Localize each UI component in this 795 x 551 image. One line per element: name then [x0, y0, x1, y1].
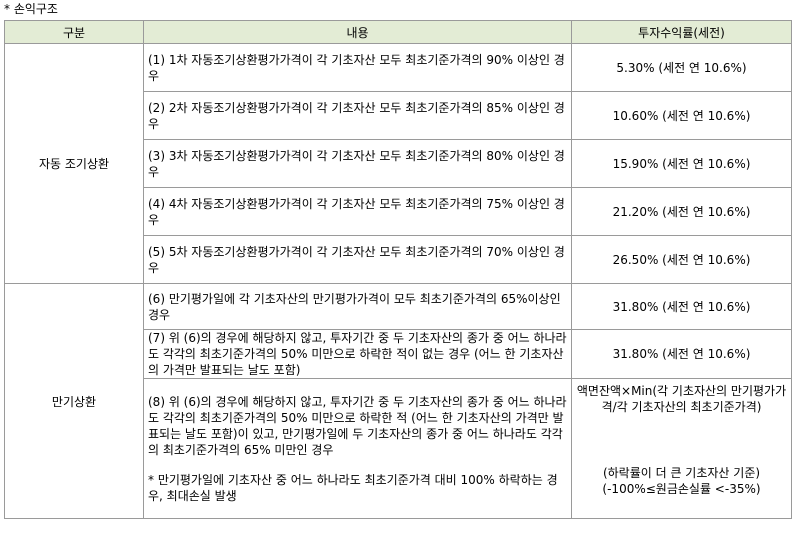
table-row: 만기상환 (6) 만기평가일에 각 기초자산의 만기평가가격이 모두 최초기준가…	[4, 283, 792, 519]
row-content: (8) 위 (6)의 경우에 해당하지 않고, 투자기간 중 두 기초자산의 종…	[148, 394, 567, 457]
table-row: 자동 조기상환 (1) 1차 자동조기상환평가가격이 각 기초자산 모두 최초기…	[4, 43, 792, 284]
row-return: 10.60% (세전 연 10.6%)	[571, 91, 792, 140]
table-header-row: 구분 내용 투자수익률(세전)	[4, 20, 792, 44]
header-category: 구분	[4, 20, 144, 44]
row-return: 5.30% (세전 연 10.6%)	[571, 43, 792, 92]
row-return: 26.50% (세전 연 10.6%)	[571, 235, 792, 284]
header-content: 내용	[143, 20, 572, 44]
row-return: 21.20% (세전 연 10.6%)	[571, 187, 792, 236]
row-content: (4) 4차 자동조기상환평가가격이 각 기초자산 모두 최초기준가격의 75%…	[143, 187, 572, 236]
row-content: (6) 만기평가일에 각 기초자산의 만기평가가격이 모두 최초기준가격의 65…	[143, 283, 572, 330]
table-row: (4) 4차 자동조기상환평가가격이 각 기초자산 모두 최초기준가격의 75%…	[5, 187, 792, 236]
row-content: (1) 1차 자동조기상환평가가격이 각 기초자산 모두 최초기준가격의 90%…	[143, 43, 572, 92]
profit-structure-table: 구분 내용 투자수익률(세전) 자동 조기상환 (1) 1차 자동조기상환평가가…	[4, 20, 792, 519]
row-content: (3) 3차 자동조기상환평가가격이 각 기초자산 모두 최초기준가격의 80%…	[143, 139, 572, 188]
return-note-basis: (하락률이 더 큰 기초자산 기준)	[602, 466, 761, 480]
row-content: (5) 5차 자동조기상환평가가격이 각 기초자산 모두 최초기준가격의 70%…	[143, 235, 572, 284]
table-row: (7) 위 (6)의 경우에 해당하지 않고, 투자기간 중 두 기초자산의 종…	[5, 329, 792, 379]
row-return: 31.80% (세전 연 10.6%)	[571, 329, 792, 379]
row-return: 15.90% (세전 연 10.6%)	[571, 139, 792, 188]
group-early-redemption: 자동 조기상환	[4, 43, 144, 284]
header-return: 투자수익률(세전)	[571, 20, 792, 44]
table-row: (3) 3차 자동조기상환평가가격이 각 기초자산 모두 최초기준가격의 80%…	[5, 139, 792, 188]
group-maturity-redemption: 만기상환	[4, 283, 144, 519]
section-caption: * 손익구조	[4, 2, 58, 16]
table-row: (8) 위 (6)의 경우에 해당하지 않고, 투자기간 중 두 기초자산의 종…	[5, 378, 792, 519]
table-row: (2) 2차 자동조기상환평가가격이 각 기초자산 모두 최초기준가격의 85%…	[5, 91, 792, 140]
row-content-block: (8) 위 (6)의 경우에 해당하지 않고, 투자기간 중 두 기초자산의 종…	[143, 378, 572, 519]
row-content: (7) 위 (6)의 경우에 해당하지 않고, 투자기간 중 두 기초자산의 종…	[143, 329, 572, 379]
row-return: 31.80% (세전 연 10.6%)	[571, 283, 792, 330]
max-loss-note: * 만기평가일에 기초자산 중 어느 하나라도 최초기준가격 대비 100% 하…	[148, 472, 558, 503]
row-return-block: 액면잔액×Min(각 기초자산의 만기평가가격/각 기초자산의 최초기준가격) …	[571, 378, 792, 519]
row-content: (2) 2차 자동조기상환평가가격이 각 기초자산 모두 최초기준가격의 85%…	[143, 91, 572, 140]
return-note-range: (-100%≤원금손실률 <-35%)	[602, 482, 761, 496]
row-return: 액면잔액×Min(각 기초자산의 만기평가가격/각 기초자산의 최초기준가격)	[576, 384, 787, 414]
